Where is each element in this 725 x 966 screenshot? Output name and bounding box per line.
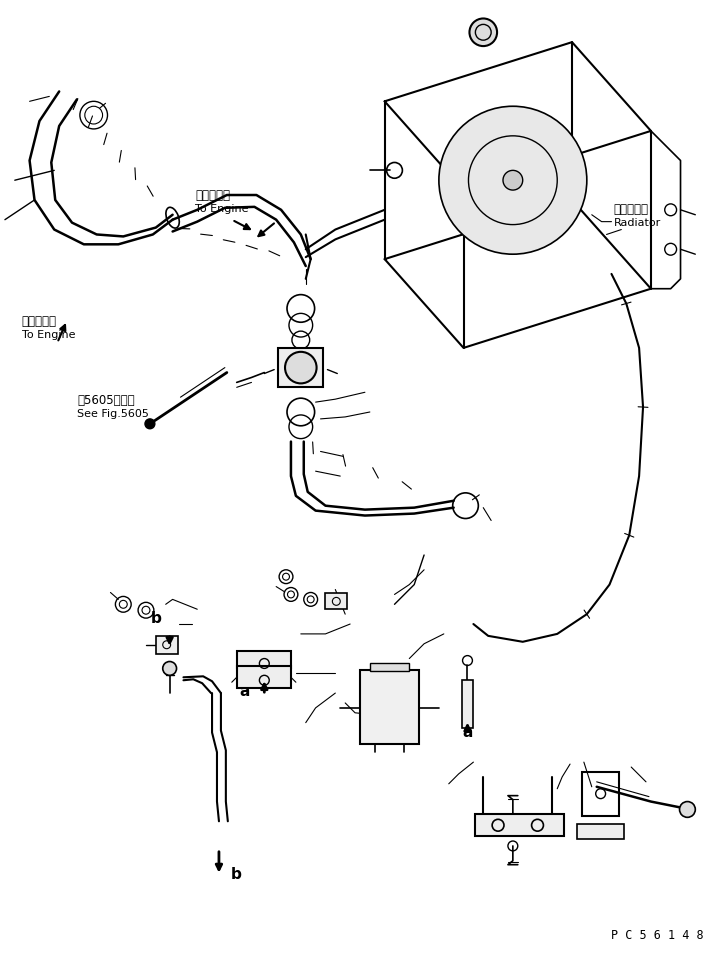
Bar <box>326 593 347 610</box>
Text: a: a <box>239 684 250 699</box>
Text: P C 5 6 1 4 8: P C 5 6 1 4 8 <box>611 928 704 942</box>
Circle shape <box>503 170 523 190</box>
Bar <box>278 348 323 387</box>
Bar <box>582 772 619 816</box>
Circle shape <box>145 419 155 429</box>
Bar <box>370 664 410 671</box>
Circle shape <box>470 18 497 46</box>
Circle shape <box>439 106 587 254</box>
Text: ラジエータ: ラジエータ <box>613 203 648 215</box>
Bar <box>476 814 564 837</box>
Bar <box>236 651 291 668</box>
Circle shape <box>679 802 695 817</box>
Text: See Fig.5605: See Fig.5605 <box>77 409 149 419</box>
Text: Radiator: Radiator <box>613 217 660 228</box>
Circle shape <box>285 352 317 384</box>
Text: a: a <box>463 725 473 740</box>
Text: 第5605図参照: 第5605図参照 <box>77 394 135 407</box>
Text: b: b <box>231 867 241 882</box>
Bar <box>236 667 291 688</box>
Bar <box>577 824 624 839</box>
Text: To Engine: To Engine <box>22 330 75 340</box>
Text: エンジンへ: エンジンへ <box>22 315 57 328</box>
Bar <box>156 636 178 654</box>
Text: b: b <box>150 611 161 626</box>
Text: エンジンへ: エンジンへ <box>195 189 231 202</box>
Circle shape <box>162 662 177 675</box>
Text: To Engine: To Engine <box>195 204 249 213</box>
Bar <box>462 680 473 727</box>
Bar <box>360 670 419 745</box>
